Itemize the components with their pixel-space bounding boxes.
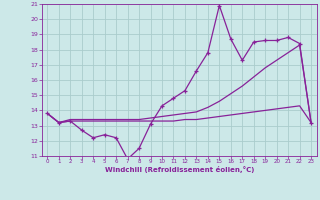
X-axis label: Windchill (Refroidissement éolien,°C): Windchill (Refroidissement éolien,°C) — [105, 166, 254, 173]
